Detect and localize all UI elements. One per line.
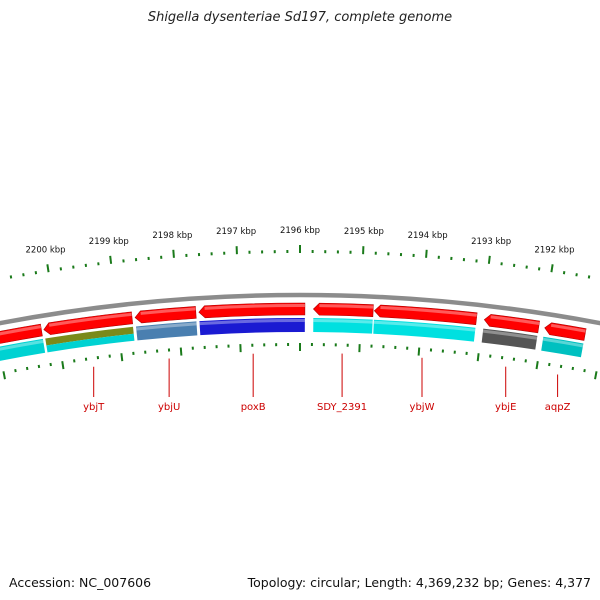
minor-tick xyxy=(25,366,29,371)
major-tick xyxy=(109,255,113,264)
cds-arrow[interactable] xyxy=(544,322,587,341)
major-tick xyxy=(535,361,539,370)
gene-label[interactable]: ybjW xyxy=(410,402,435,413)
minor-tick xyxy=(14,368,17,373)
major-tick xyxy=(120,353,124,362)
function-highlight xyxy=(199,319,305,326)
kbp-label: 2192 kbp xyxy=(534,245,574,255)
function-band xyxy=(46,333,135,353)
kbp-label: 2199 kbp xyxy=(89,237,129,247)
kbp-label: 2196 kbp xyxy=(280,226,320,236)
cds-highlight xyxy=(140,307,196,315)
function-band xyxy=(481,328,538,350)
cds-highlight xyxy=(380,306,477,317)
gene-label[interactable]: poxB xyxy=(241,402,266,413)
gene-label[interactable]: aqpZ xyxy=(545,402,571,413)
minor-tick xyxy=(583,368,586,373)
major-tick xyxy=(179,347,183,356)
minor-tick xyxy=(571,366,575,371)
major-tick xyxy=(2,371,6,380)
minor-tick xyxy=(587,275,591,279)
function-band xyxy=(373,319,476,342)
kbp-label: 2198 kbp xyxy=(152,231,192,241)
map-title: Shigella dysenteriae Sd197, complete gen… xyxy=(147,10,453,25)
genome-summary-text: Topology: circular; Length: 4,369,232 bp… xyxy=(247,575,591,590)
major-tick xyxy=(417,347,421,356)
lower-ticks xyxy=(2,343,598,380)
cds-highlight xyxy=(0,325,42,336)
function-band xyxy=(0,338,46,361)
cds-highlight xyxy=(550,323,586,333)
kbp-label: 2194 kbp xyxy=(408,231,448,241)
function-band xyxy=(541,336,584,358)
scale-labels: 2200 kbp 2199 kbp 2198 kbp 2197 kbp 2196 kbp… xyxy=(26,226,575,255)
minor-tick xyxy=(559,364,563,369)
cds-highlight xyxy=(319,304,374,309)
major-tick xyxy=(46,264,50,273)
kbp-label: 2197 kbp xyxy=(216,227,256,237)
function-highlight xyxy=(136,322,197,331)
gene-label[interactable]: ybjT xyxy=(83,402,105,413)
cds-track xyxy=(0,302,587,344)
function-band xyxy=(45,326,134,346)
function-highlight xyxy=(373,320,476,332)
function-highlight xyxy=(313,319,373,324)
cds-highlight xyxy=(490,315,540,325)
kbp-label: 2193 kbp xyxy=(471,237,511,247)
major-tick xyxy=(550,264,554,273)
function-highlight xyxy=(0,339,44,351)
function-highlight xyxy=(542,337,584,348)
major-tick xyxy=(61,361,65,370)
major-tick xyxy=(425,249,428,258)
function-band xyxy=(313,318,373,334)
major-tick xyxy=(476,353,480,362)
minor-tick xyxy=(22,273,25,277)
genome-backbone xyxy=(0,292,600,326)
gene-label[interactable]: ybjU xyxy=(158,402,180,413)
minor-tick xyxy=(575,273,578,277)
gene-label[interactable]: SDY_2391 xyxy=(317,402,367,413)
function-highlight xyxy=(482,329,538,340)
function-track xyxy=(0,317,584,361)
kbp-label: 2195 kbp xyxy=(344,227,384,237)
cds-highlight xyxy=(48,312,132,327)
function-band xyxy=(136,321,198,341)
function-band xyxy=(199,317,305,336)
cds-highlight xyxy=(204,304,305,310)
minor-tick xyxy=(37,364,41,369)
major-tick xyxy=(594,371,598,380)
minor-tick xyxy=(9,275,13,279)
gene-labels: ybjT ybjU poxB SDY_2391 ybjW ybjE aqpZ xyxy=(83,353,571,413)
major-tick xyxy=(487,255,491,264)
kbp-label: 2200 kbp xyxy=(26,245,66,255)
scale-ticks xyxy=(9,245,591,279)
major-tick xyxy=(172,249,175,258)
gene-label[interactable]: ybjE xyxy=(495,402,516,413)
accession-text: Accession: NC_007606 xyxy=(9,575,152,590)
